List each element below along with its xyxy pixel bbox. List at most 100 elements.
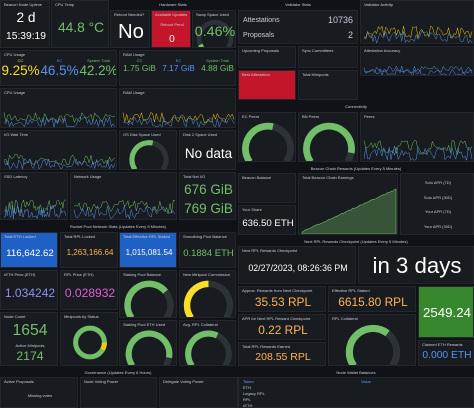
stat-label: Your APR (7D) xyxy=(424,209,452,215)
panel: BN Peers xyxy=(298,112,358,162)
panel: Total Beacon Chain Earnings xyxy=(298,173,398,235)
panel-title: CPU Usage xyxy=(4,90,26,95)
stat-value: 2174 xyxy=(16,349,44,364)
panel-title: Beacon Balance xyxy=(242,175,272,180)
panel: Avg. RPL Collateral xyxy=(179,320,236,366)
series-line xyxy=(363,30,473,43)
series-line xyxy=(3,115,116,127)
section-header: Node Wallet Balances xyxy=(336,370,376,375)
stat-value: 676 GiB xyxy=(184,181,233,197)
stat-label: Your APR (30D) xyxy=(423,223,453,229)
panel: Attestations 10736 Proposals 2 xyxy=(238,10,358,44)
series-line xyxy=(3,111,116,124)
panel-graphic xyxy=(160,378,238,408)
panel-title: Node Voting Power xyxy=(84,379,119,384)
panel: Active Proposals Missing votes xyxy=(0,377,78,408)
panel: CPU Usage CC 9.25% EC 46.5% System Total 42.2% xyxy=(0,50,117,86)
panel: Node Count 1654 Active Minipools 2174 xyxy=(0,312,58,366)
section-header: Validator Stats xyxy=(285,2,311,7)
series-line xyxy=(3,153,116,166)
stat-value: 0.46% xyxy=(194,24,236,41)
panel: Node Voting Power xyxy=(80,377,157,408)
stat-value: 4.88 GiB xyxy=(201,63,234,73)
section-header: Governance (Updates Every 6 Hours) xyxy=(84,370,152,375)
panel-title: Approx. Rewards from Next Checkpoint xyxy=(242,288,313,293)
panel-title: Minipools by Status xyxy=(64,314,99,319)
panel-title: CPU Temp xyxy=(55,2,75,7)
panel-title: I/O Wait Time xyxy=(4,132,29,137)
panel-graphic xyxy=(239,71,296,100)
stat-label: System Total xyxy=(206,58,229,63)
panel-graphic xyxy=(363,140,473,161)
panel-title: Network Usage xyxy=(74,174,102,179)
panel-title: Attestation Accuracy xyxy=(364,48,401,53)
panel: Your Share 636.50 ETH xyxy=(238,205,296,235)
panel: APR for Next RPL Reward Checkpoint 0.22 R… xyxy=(238,314,326,340)
panel: Next RPL Rewards Checkpoint 02/27/2023, 0… xyxy=(238,246,356,284)
panel-title: Best Attestation xyxy=(242,72,270,77)
panel-graphic xyxy=(185,330,232,365)
series-line xyxy=(363,146,473,161)
stat-label: CC xyxy=(17,58,24,63)
stat-value: 0.028932 xyxy=(64,286,116,301)
panel-title: Total Minipools xyxy=(302,72,329,77)
panel: Staking Pool ETH Used xyxy=(119,320,177,366)
section-header: Connectivity xyxy=(345,104,367,109)
panel-graphic xyxy=(299,47,358,68)
panel-title: Total RPL Locked xyxy=(64,234,96,239)
stat-label: Active Minipools xyxy=(15,342,45,348)
panel-graphic xyxy=(129,140,169,169)
panel-title: Validator Activity xyxy=(364,2,394,7)
panel-graphic xyxy=(239,174,296,203)
panel-graphic xyxy=(125,330,173,365)
panel: Claimed ETH Rewards 0.000 ETH xyxy=(418,340,474,366)
section-header: Hardware Stats xyxy=(159,2,187,7)
panel: Upcoming Proposals xyxy=(238,46,296,68)
stat-value: 0.1884 ETH xyxy=(183,247,234,259)
gauge-fill xyxy=(183,280,209,317)
panel: Beacon Node Uptime 2 d 15:39:19 xyxy=(0,0,50,48)
series-line xyxy=(363,25,473,39)
table-header: Value xyxy=(361,379,371,384)
series-line xyxy=(363,65,473,74)
panel-title: Available Updates xyxy=(155,12,188,17)
series-line xyxy=(73,204,176,219)
stat-value: No data xyxy=(184,145,233,161)
panel-title: RPL Price (ETH) xyxy=(64,272,94,277)
panel-graphic xyxy=(81,378,157,408)
panel: Total ETH Locked 116,642.62 xyxy=(0,232,58,268)
stat-label: Missing votes xyxy=(27,393,53,398)
panel-graphic xyxy=(122,111,235,127)
stat-label: EC xyxy=(175,58,182,63)
stat-value: No xyxy=(118,21,144,44)
panel-title: CPU Usage xyxy=(4,52,26,57)
panel: Total RPL Rewards Earned 208.55 RPL xyxy=(238,342,326,366)
gauge-fill xyxy=(303,122,355,161)
stat-label: Reboot Pend xyxy=(160,22,184,28)
panel-title: EC Peers xyxy=(242,114,260,119)
panel: Validator Activity xyxy=(360,0,474,44)
stat-value: 46.5% xyxy=(40,63,79,78)
panel-graphic xyxy=(299,71,358,100)
panel: RPL Price (ETH) 0.028932 xyxy=(60,270,118,310)
panel-title: RAM Usage xyxy=(123,52,145,57)
stat-label: Proposals xyxy=(243,31,275,39)
stat-label: Solo APR (30D) xyxy=(423,194,453,200)
stat-label: EC xyxy=(56,58,63,63)
panel-title: New Minipool Commission xyxy=(183,272,231,277)
section-header: Beacon Chain Rewards (Updates Every 5 Mi… xyxy=(310,166,402,171)
panel: Total RPL Locked 1,263,166.64 xyxy=(60,232,118,268)
panel-title: Your Share xyxy=(242,207,262,212)
panel-title: Delegate Voting Power xyxy=(163,379,204,384)
stat-value: 02/27/2023, 08:26:36 PM xyxy=(248,263,348,274)
stat-value: 2 d xyxy=(16,9,36,25)
panel-title: RPL Collateral xyxy=(332,316,358,321)
stat-value: 1,015,081.54 xyxy=(125,248,173,258)
panel-title: Claimed ETH Rewards xyxy=(422,342,463,347)
panel: Sync Committees xyxy=(298,46,358,68)
stat-value: 9.25% xyxy=(1,63,40,78)
panel-graphic xyxy=(73,199,176,219)
series-line xyxy=(122,116,235,127)
panel-title: Staking Pool ETH Used xyxy=(123,322,166,327)
panel-graphic xyxy=(183,280,234,317)
